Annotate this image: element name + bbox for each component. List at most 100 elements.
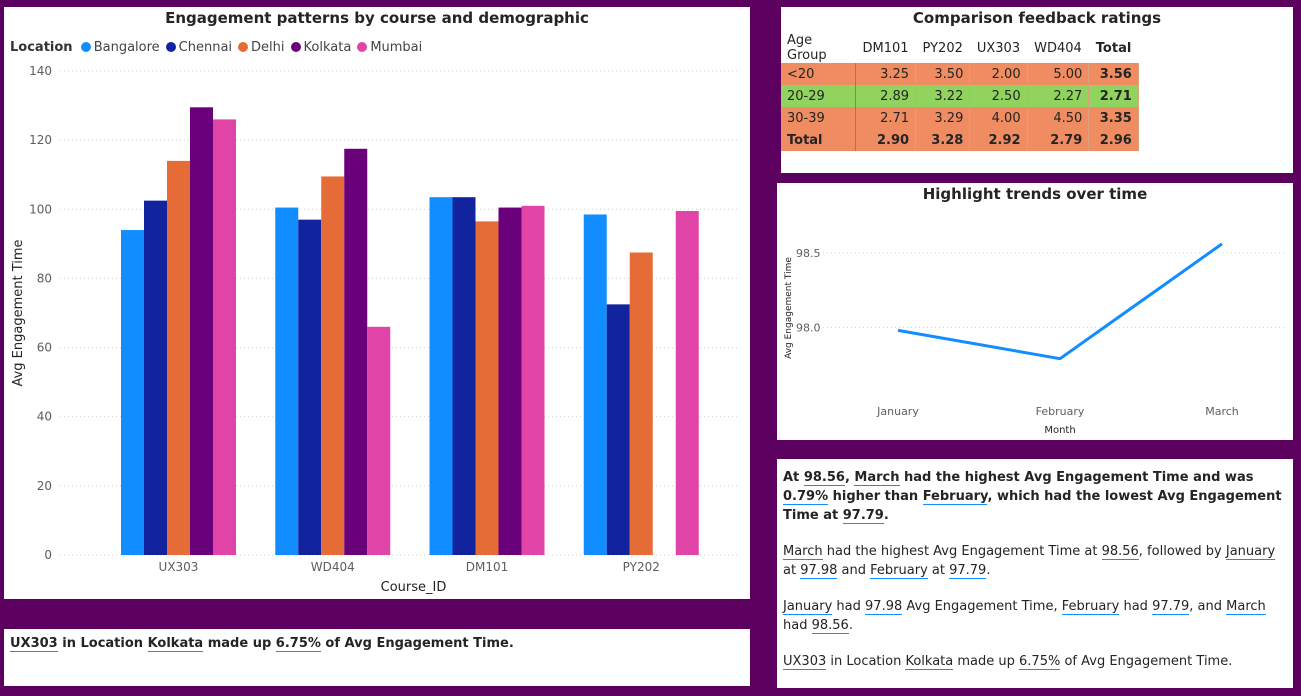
column-header[interactable]: UX303	[976, 40, 1021, 56]
narrative-value: UX303	[783, 654, 827, 670]
column-header[interactable]: Total	[1095, 40, 1132, 56]
bar[interactable]	[521, 205, 545, 556]
table-cell: 2.89	[855, 85, 917, 107]
legend-dot-icon	[290, 42, 301, 52]
narrative-value: February	[1061, 599, 1120, 615]
legend-item[interactable]: Mumbai	[357, 40, 422, 55]
row-label: <20	[781, 63, 856, 85]
table-cell: 2.27	[1027, 85, 1090, 107]
column-header[interactable]: PY202	[922, 40, 963, 56]
bar[interactable]	[321, 176, 345, 555]
bar[interactable]	[144, 200, 167, 555]
y-tick-label: 100	[29, 202, 52, 216]
table-cell: 3.56	[1088, 63, 1139, 85]
narrative-text: of Avg Engagement Time.	[320, 636, 514, 651]
narrative-text: at	[783, 563, 801, 578]
ratings-table-title: Comparison feedback ratings	[912, 9, 1162, 27]
engagement-bar-chart-panel[interactable]: Engagement patterns by course and demogr…	[4, 7, 750, 599]
narrative-text: made up	[953, 654, 1020, 669]
bar[interactable]	[629, 252, 653, 556]
trend-line-chart-panel[interactable]: Highlight trends over time 98.0 98.5 Janua…	[777, 183, 1293, 440]
narrative-value: UX303	[10, 636, 58, 652]
legend-item[interactable]: Chennai	[165, 40, 233, 55]
narrative-value: Kolkata	[147, 636, 204, 652]
narrative-text: in Location	[57, 636, 148, 651]
table-cell: 3.25	[855, 63, 917, 85]
bar[interactable]	[190, 107, 213, 556]
y-axis-title: Avg Engagement Time	[784, 257, 794, 359]
bar[interactable]	[452, 197, 476, 555]
table-cell: 3.22	[915, 85, 971, 107]
bar[interactable]	[583, 214, 607, 555]
legend-label: Bangalore	[93, 40, 160, 55]
bar[interactable]	[121, 230, 144, 555]
table-cell: 2.50	[969, 85, 1028, 107]
table-row[interactable]: <20 3.25 3.50 2.00 5.00 3.56	[781, 63, 1139, 85]
table-cell: 2.79	[1027, 129, 1090, 151]
y-tick-label: 40	[37, 410, 52, 424]
narrative-value: 98.56	[803, 470, 845, 486]
narrative-value: February	[922, 489, 988, 505]
column-header[interactable]: DM101	[862, 40, 909, 56]
narrative-text: .	[986, 563, 991, 578]
bar-chart-title: Engagement patterns by course and demogr…	[165, 9, 589, 27]
x-tick-label: March	[1205, 405, 1239, 418]
x-tick-label: PY202	[623, 560, 660, 574]
table-cell: 3.29	[915, 107, 971, 129]
table-row[interactable]: Total 2.90 3.28 2.92 2.79 2.96	[781, 129, 1139, 151]
smart-narrative-bottom: UX303 in Location Kolkata made up 6.75% …	[4, 629, 750, 686]
bar[interactable]	[606, 304, 630, 555]
narrative-text: Avg Engagement Time,	[902, 599, 1062, 614]
x-axis-title: Course_ID	[381, 580, 447, 595]
table-row[interactable]: 30-39 2.71 3.29 4.00 4.50 3.35	[781, 107, 1139, 129]
column-header[interactable]: Age Group	[787, 33, 827, 63]
narrative-text: in Location	[826, 654, 906, 669]
legend-item[interactable]: Delhi	[238, 40, 285, 55]
row-label: 20-29	[781, 85, 856, 107]
line-chart-svg: 98.0 98.5 January February March Month Avg Eng…	[784, 242, 1287, 436]
legend-item[interactable]: Bangalore	[80, 40, 160, 55]
table-row[interactable]: 20-29 2.89 3.22 2.50 2.27 2.71	[781, 85, 1139, 107]
narrative-value: 98.56	[811, 618, 849, 634]
bar[interactable]	[675, 211, 699, 555]
table-cell: 5.00	[1027, 63, 1090, 85]
table-cell: 4.50	[1027, 107, 1090, 129]
narrative-paragraph: January had 97.98 Avg Engagement Time, F…	[783, 597, 1283, 635]
narrative-value: 97.98	[865, 599, 903, 615]
bar[interactable]	[367, 326, 391, 555]
narrative-value: 0.79%	[783, 489, 829, 505]
table-cell: 2.90	[855, 129, 917, 151]
narrative-text: , and	[1189, 599, 1227, 614]
bar[interactable]	[275, 207, 299, 556]
legend-title: Location	[10, 40, 73, 55]
x-axis-title: Month	[1044, 425, 1075, 436]
bar[interactable]	[429, 197, 453, 555]
x-tick-label: January	[876, 405, 919, 418]
narrative-value: March	[1226, 599, 1266, 615]
bar[interactable]	[498, 207, 522, 556]
legend-label: Chennai	[178, 40, 233, 55]
narrative-value: March	[783, 544, 823, 560]
narrative-text: had	[1119, 599, 1153, 614]
column-header[interactable]: WD404	[1034, 40, 1082, 56]
narrative-text: .	[848, 618, 853, 633]
bar[interactable]	[475, 221, 499, 555]
narrative-text: and	[837, 563, 871, 578]
narrative-text: .	[883, 508, 889, 523]
x-tick-label: DM101	[466, 560, 509, 574]
narrative-value: March	[854, 470, 900, 486]
y-tick-label: 60	[37, 341, 52, 355]
narrative-paragraph: UX303 in Location Kolkata made up 6.75% …	[10, 636, 514, 652]
bar[interactable]	[298, 219, 322, 555]
legend-dot-icon	[238, 42, 249, 52]
legend-label: Delhi	[251, 40, 285, 55]
narrative-paragraph: At 98.56, March had the highest Avg Enga…	[783, 468, 1283, 525]
table-cell: 3.50	[915, 63, 971, 85]
bar[interactable]	[213, 119, 236, 556]
y-tick-label: 140	[29, 64, 52, 78]
bar[interactable]	[344, 148, 368, 556]
bar[interactable]	[167, 160, 190, 555]
legend-item[interactable]: Kolkata	[290, 40, 351, 55]
series-line[interactable]	[897, 242, 1223, 361]
narrative-value: 98.56	[1101, 544, 1139, 560]
